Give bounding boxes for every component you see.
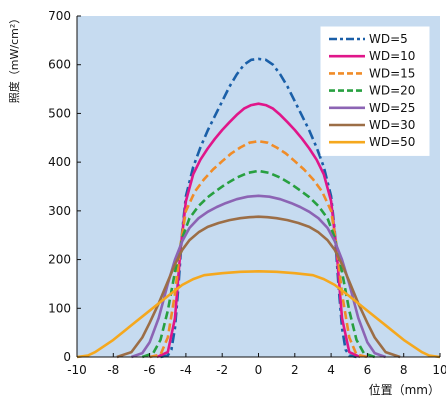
axes-layer bbox=[76, 15, 441, 358]
x-tick-label: -6 bbox=[144, 363, 156, 377]
series-line-wd-30 bbox=[116, 215, 401, 359]
series-layer bbox=[76, 57, 441, 359]
x-axis-label: 位置（mm） bbox=[369, 382, 440, 397]
y-tick-label: 200 bbox=[48, 253, 71, 267]
y-axis-label-group: 照度（mW/cm²） bbox=[7, 13, 21, 103]
legend: WD=5 WD=10 WD=15 WD=20 WD=25 WD=30 WD=50 bbox=[320, 26, 430, 156]
y-tick-label: 400 bbox=[48, 155, 71, 169]
tick-labels: 0 100 200 300 400 500 600 700 -10 -8 -6 -4 -2 0 2 4 6 8 10 bbox=[48, 9, 446, 377]
x-tick-label: 4 bbox=[327, 363, 335, 377]
x-tick-label: -8 bbox=[107, 363, 119, 377]
legend-label: WD=15 bbox=[369, 66, 415, 80]
x-tick-label: 8 bbox=[400, 363, 408, 377]
y-tick-label: 300 bbox=[48, 204, 71, 218]
legend-label: WD=25 bbox=[369, 101, 415, 115]
y-tick-label: 500 bbox=[48, 106, 71, 120]
x-tick-label: -2 bbox=[216, 363, 228, 377]
legend-label: WD=5 bbox=[369, 32, 408, 46]
y-tick-label: 0 bbox=[63, 350, 71, 364]
y-tick-label: 600 bbox=[48, 58, 71, 72]
y-axis-label: 照度（mW/cm²） bbox=[7, 13, 21, 103]
y-tick-label: 700 bbox=[48, 9, 71, 23]
x-tick-label: -10 bbox=[67, 363, 87, 377]
y-tick-label: 100 bbox=[48, 301, 71, 315]
legend-label: WD=30 bbox=[369, 118, 415, 132]
legend-label: WD=10 bbox=[369, 49, 415, 63]
x-tick-label: 0 bbox=[255, 363, 263, 377]
x-tick-label: 6 bbox=[364, 363, 372, 377]
x-tick-label: 2 bbox=[291, 363, 299, 377]
x-tick-label: 10 bbox=[432, 363, 446, 377]
x-tick-label: -4 bbox=[180, 363, 192, 377]
legend-label: WD=20 bbox=[369, 84, 415, 98]
series-line-wd-10 bbox=[156, 102, 361, 359]
series-line-wd-15 bbox=[149, 139, 368, 359]
legend-label: WD=50 bbox=[369, 135, 415, 149]
series-line-wd-50 bbox=[76, 270, 441, 359]
